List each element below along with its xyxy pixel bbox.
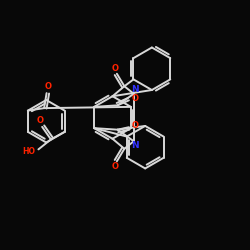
Text: O: O [112, 162, 118, 171]
Text: N: N [131, 85, 139, 94]
Text: O: O [36, 116, 43, 125]
Text: O: O [131, 94, 138, 103]
Text: N: N [131, 141, 139, 150]
Text: HO: HO [22, 148, 36, 156]
Text: O: O [44, 82, 51, 90]
Text: O: O [112, 64, 118, 73]
Text: O: O [131, 121, 138, 130]
